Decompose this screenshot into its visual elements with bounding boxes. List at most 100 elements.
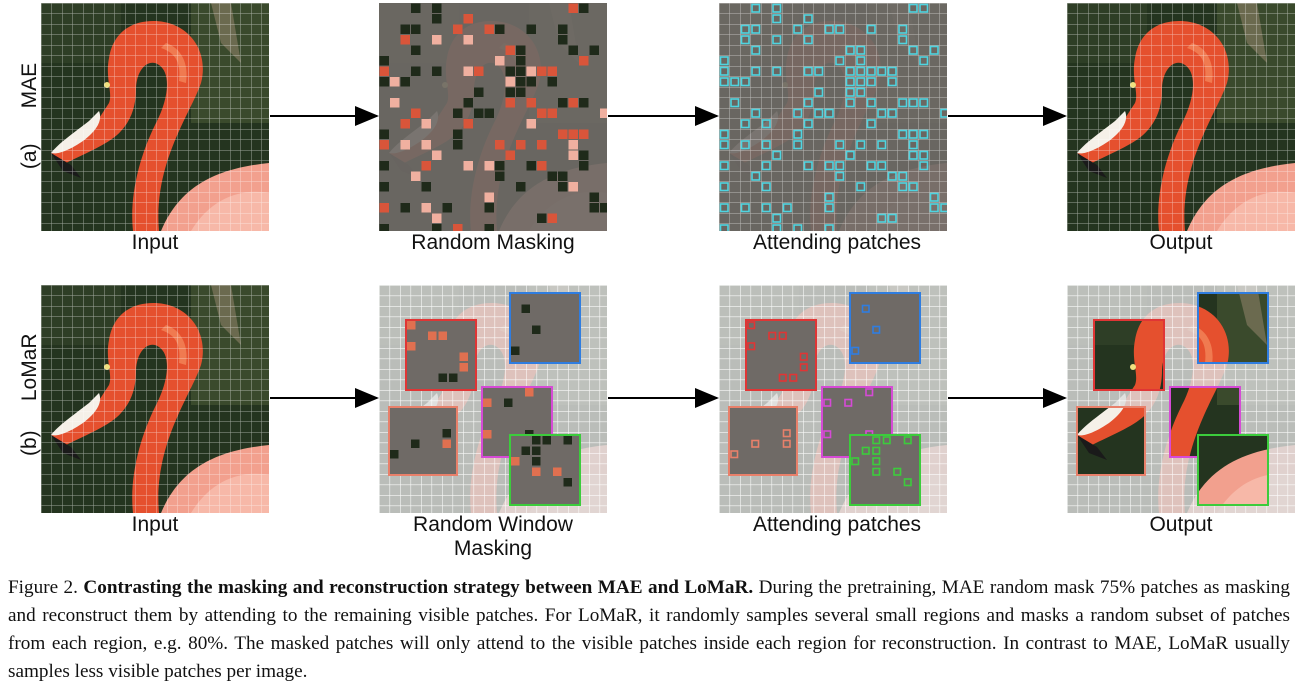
visible-patch — [484, 224, 494, 231]
visible-patch — [400, 203, 410, 213]
visible-patch — [526, 161, 536, 171]
visible-patch — [568, 129, 578, 139]
visible-patch — [484, 108, 494, 118]
visible-patch — [516, 77, 526, 87]
attending-patch — [740, 203, 750, 213]
attending-patch — [844, 398, 853, 407]
label-b-masking: Random Window Masking — [413, 513, 573, 560]
attending-patch — [730, 450, 739, 459]
attending-patch — [866, 77, 876, 87]
attending-patch — [814, 108, 824, 118]
attending-patch — [940, 203, 947, 213]
visible-patch — [379, 161, 389, 171]
attending-patch — [856, 87, 866, 97]
attending-patch — [903, 478, 912, 487]
visible-patch — [568, 150, 578, 160]
visible-patch — [537, 161, 547, 171]
visible-patch — [432, 35, 442, 45]
window-salmon — [1076, 406, 1146, 476]
attending-patch — [803, 14, 813, 24]
attending-patch — [823, 430, 832, 439]
visible-patch — [505, 45, 515, 55]
visible-patch — [411, 66, 421, 76]
visible-patch — [453, 224, 463, 231]
visible-patch — [442, 439, 451, 448]
visible-patch — [495, 24, 505, 34]
visible-patch — [579, 129, 589, 139]
visible-patch — [537, 213, 547, 223]
attending-patch — [903, 436, 912, 445]
attending-patch — [730, 98, 740, 108]
window-green — [509, 434, 581, 506]
visible-patch — [390, 77, 400, 87]
visible-patch — [411, 108, 421, 118]
attending-patch — [793, 224, 803, 231]
visible-patch — [516, 56, 526, 66]
attending-patch — [782, 439, 791, 448]
attending-patch — [719, 66, 729, 76]
visible-patch — [547, 66, 557, 76]
attending-patch — [908, 98, 918, 108]
visible-patch — [558, 171, 568, 181]
visible-patch — [505, 98, 515, 108]
visible-patch — [474, 87, 484, 97]
visible-patch — [400, 119, 410, 129]
window-blue — [1197, 292, 1269, 364]
attending-patch — [772, 14, 782, 24]
visible-patch — [589, 192, 599, 202]
visible-patch — [505, 77, 515, 87]
visible-patch — [558, 182, 568, 192]
attending-patch — [908, 45, 918, 55]
attending-patch — [793, 108, 803, 118]
attending-patch — [877, 213, 887, 223]
attending-patch — [751, 66, 761, 76]
visible-patch — [516, 45, 526, 55]
attending-patch — [940, 108, 947, 118]
attending-patch — [908, 3, 918, 13]
visible-patch — [516, 66, 526, 76]
attending-patch — [778, 331, 787, 340]
attending-patch — [898, 35, 908, 45]
window-green — [1197, 434, 1269, 506]
attending-patch — [824, 224, 834, 231]
visible-patch — [421, 119, 431, 129]
label-b-input: Input — [131, 513, 179, 536]
attending-patch — [824, 108, 834, 118]
visible-patch — [453, 129, 463, 139]
row-a-name: MAE — [18, 62, 41, 109]
attending-patch — [887, 108, 897, 118]
visible-patch — [379, 66, 389, 76]
visible-patch — [484, 161, 494, 171]
visible-patch — [579, 161, 589, 171]
visible-patch — [411, 171, 421, 181]
visible-patch — [463, 35, 473, 45]
attending-patch — [872, 446, 881, 455]
attending-patch — [929, 192, 939, 202]
attending-patch — [782, 203, 792, 213]
attending-patch — [919, 98, 929, 108]
figure-caption: Figure 2. Contrasting the masking and re… — [8, 574, 1290, 686]
visible-patch — [483, 430, 492, 439]
visible-patch — [421, 182, 431, 192]
attending-patch — [845, 45, 855, 55]
attending-patch — [866, 161, 876, 171]
visible-patch — [505, 66, 515, 76]
visible-patch — [379, 224, 389, 231]
visible-patch — [532, 325, 541, 334]
label-b-attending: Attending patches — [752, 513, 922, 536]
attending-patch — [856, 140, 866, 150]
visible-patch — [432, 150, 442, 160]
attending-patch — [877, 161, 887, 171]
visible-patch — [453, 24, 463, 34]
attending-patch — [919, 56, 929, 66]
visible-patch — [484, 24, 494, 34]
visible-patch — [537, 108, 547, 118]
visible-patch — [463, 14, 473, 24]
attending-patch — [803, 119, 813, 129]
label-a-attending: Attending patches — [752, 231, 922, 254]
visible-patch — [568, 45, 578, 55]
visible-patch — [526, 77, 536, 87]
attending-patch — [872, 325, 881, 334]
visible-patch — [579, 3, 589, 13]
figure: (a) MAE (b) LoMaR Input Random Masking A… — [18, 3, 1295, 560]
